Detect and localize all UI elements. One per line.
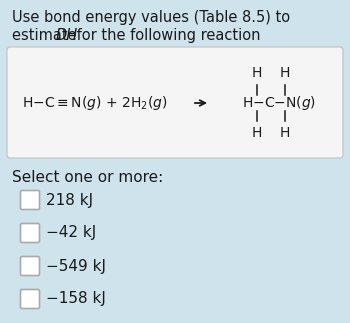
Text: Use bond energy values (Table 8.5) to: Use bond energy values (Table 8.5) to: [12, 10, 290, 25]
FancyBboxPatch shape: [21, 224, 40, 243]
FancyBboxPatch shape: [21, 191, 40, 210]
Text: −549 kJ: −549 kJ: [46, 258, 106, 274]
FancyBboxPatch shape: [21, 289, 40, 308]
Text: H: H: [280, 66, 290, 80]
Text: DH: DH: [56, 28, 78, 43]
Text: 218 kJ: 218 kJ: [46, 193, 93, 207]
FancyBboxPatch shape: [21, 256, 40, 276]
FancyBboxPatch shape: [7, 47, 343, 158]
Text: H: H: [252, 126, 262, 140]
Text: estimate: estimate: [12, 28, 81, 43]
Text: −158 kJ: −158 kJ: [46, 291, 106, 307]
Text: Select one or more:: Select one or more:: [12, 170, 163, 185]
Text: H: H: [280, 126, 290, 140]
Text: H$-$C$\equiv$N($g$) + 2H$_2$($g$): H$-$C$\equiv$N($g$) + 2H$_2$($g$): [22, 94, 168, 112]
Text: −42 kJ: −42 kJ: [46, 225, 96, 241]
Text: for the following reaction: for the following reaction: [72, 28, 260, 43]
Text: H$-$C$-$N($g$): H$-$C$-$N($g$): [242, 94, 316, 112]
Text: H: H: [252, 66, 262, 80]
